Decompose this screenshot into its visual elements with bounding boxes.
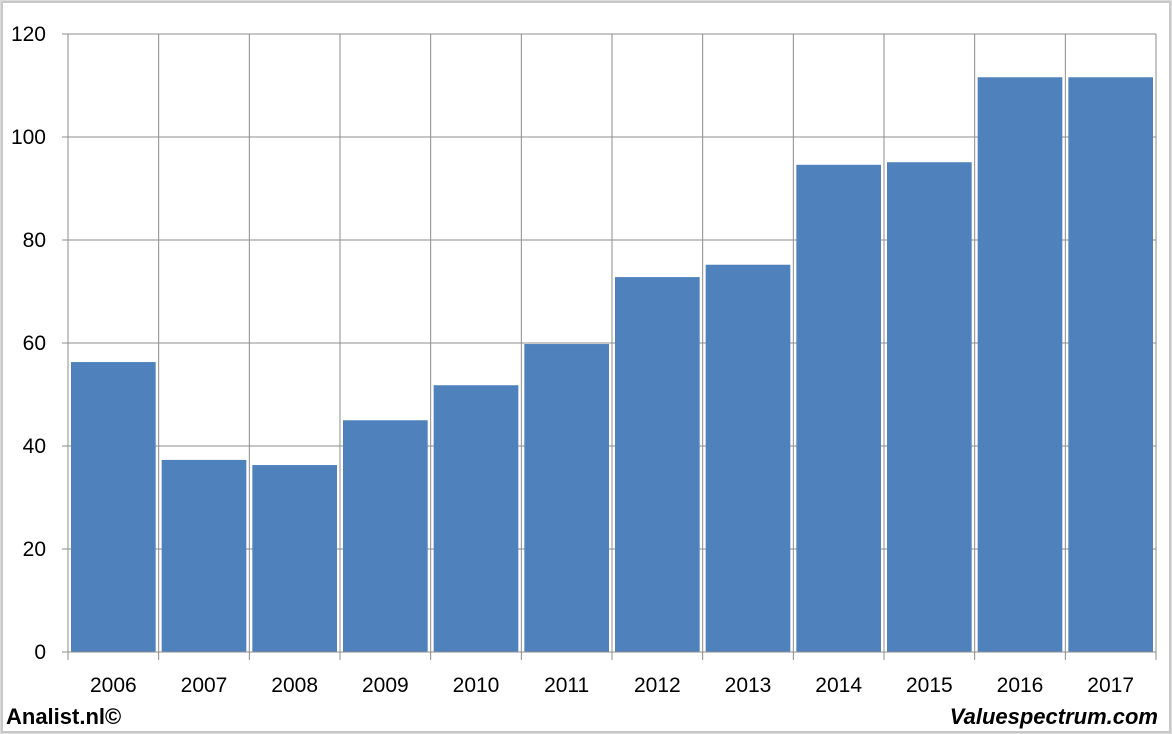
bar-2009 <box>343 420 428 652</box>
y-tick-label: 0 <box>34 641 46 664</box>
x-tick-label: 2007 <box>181 674 228 697</box>
y-tick-label: 60 <box>23 332 46 355</box>
bar-2015 <box>887 162 972 653</box>
bar-2014 <box>796 164 881 652</box>
x-tick-label: 2012 <box>634 674 681 697</box>
y-tick-label: 40 <box>23 435 46 458</box>
bar-2010 <box>433 385 519 652</box>
bar-2011 <box>524 344 609 652</box>
x-tick-label: 2015 <box>906 674 953 697</box>
bar-2008 <box>252 465 337 652</box>
bar-2007 <box>161 459 247 652</box>
source-credit-left: Analist.nl© <box>6 704 122 729</box>
tick-labels: 0 20 40 60 80 100 120 2006 2007 2008 2009 2010 2011 2… <box>11 23 1134 697</box>
bars <box>71 77 1153 653</box>
x-tick-label: 2011 <box>544 674 589 697</box>
y-tick-label: 120 <box>11 23 46 46</box>
axes <box>62 33 1156 653</box>
bar-2016 <box>977 77 1063 652</box>
x-tick-label: 2017 <box>1087 674 1134 697</box>
x-tick-label: 2009 <box>362 674 409 697</box>
source-credit-right: Valuespectrum.com <box>949 704 1158 729</box>
y-tick-label: 100 <box>11 126 46 149</box>
bar-2017 <box>1068 77 1153 652</box>
x-tick-label: 2016 <box>997 674 1044 697</box>
x-tick-label: 2014 <box>815 674 862 697</box>
x-tick-label: 2006 <box>90 674 137 697</box>
y-tick-label: 20 <box>23 538 46 561</box>
bar-2006 <box>71 362 156 652</box>
bar-2012 <box>615 277 700 652</box>
bar-2013 <box>705 264 791 652</box>
x-tick-label: 2010 <box>453 674 500 697</box>
x-tick-label: 2008 <box>271 674 318 697</box>
x-tick-label: 2013 <box>725 674 772 697</box>
y-tick-label: 80 <box>23 229 46 252</box>
